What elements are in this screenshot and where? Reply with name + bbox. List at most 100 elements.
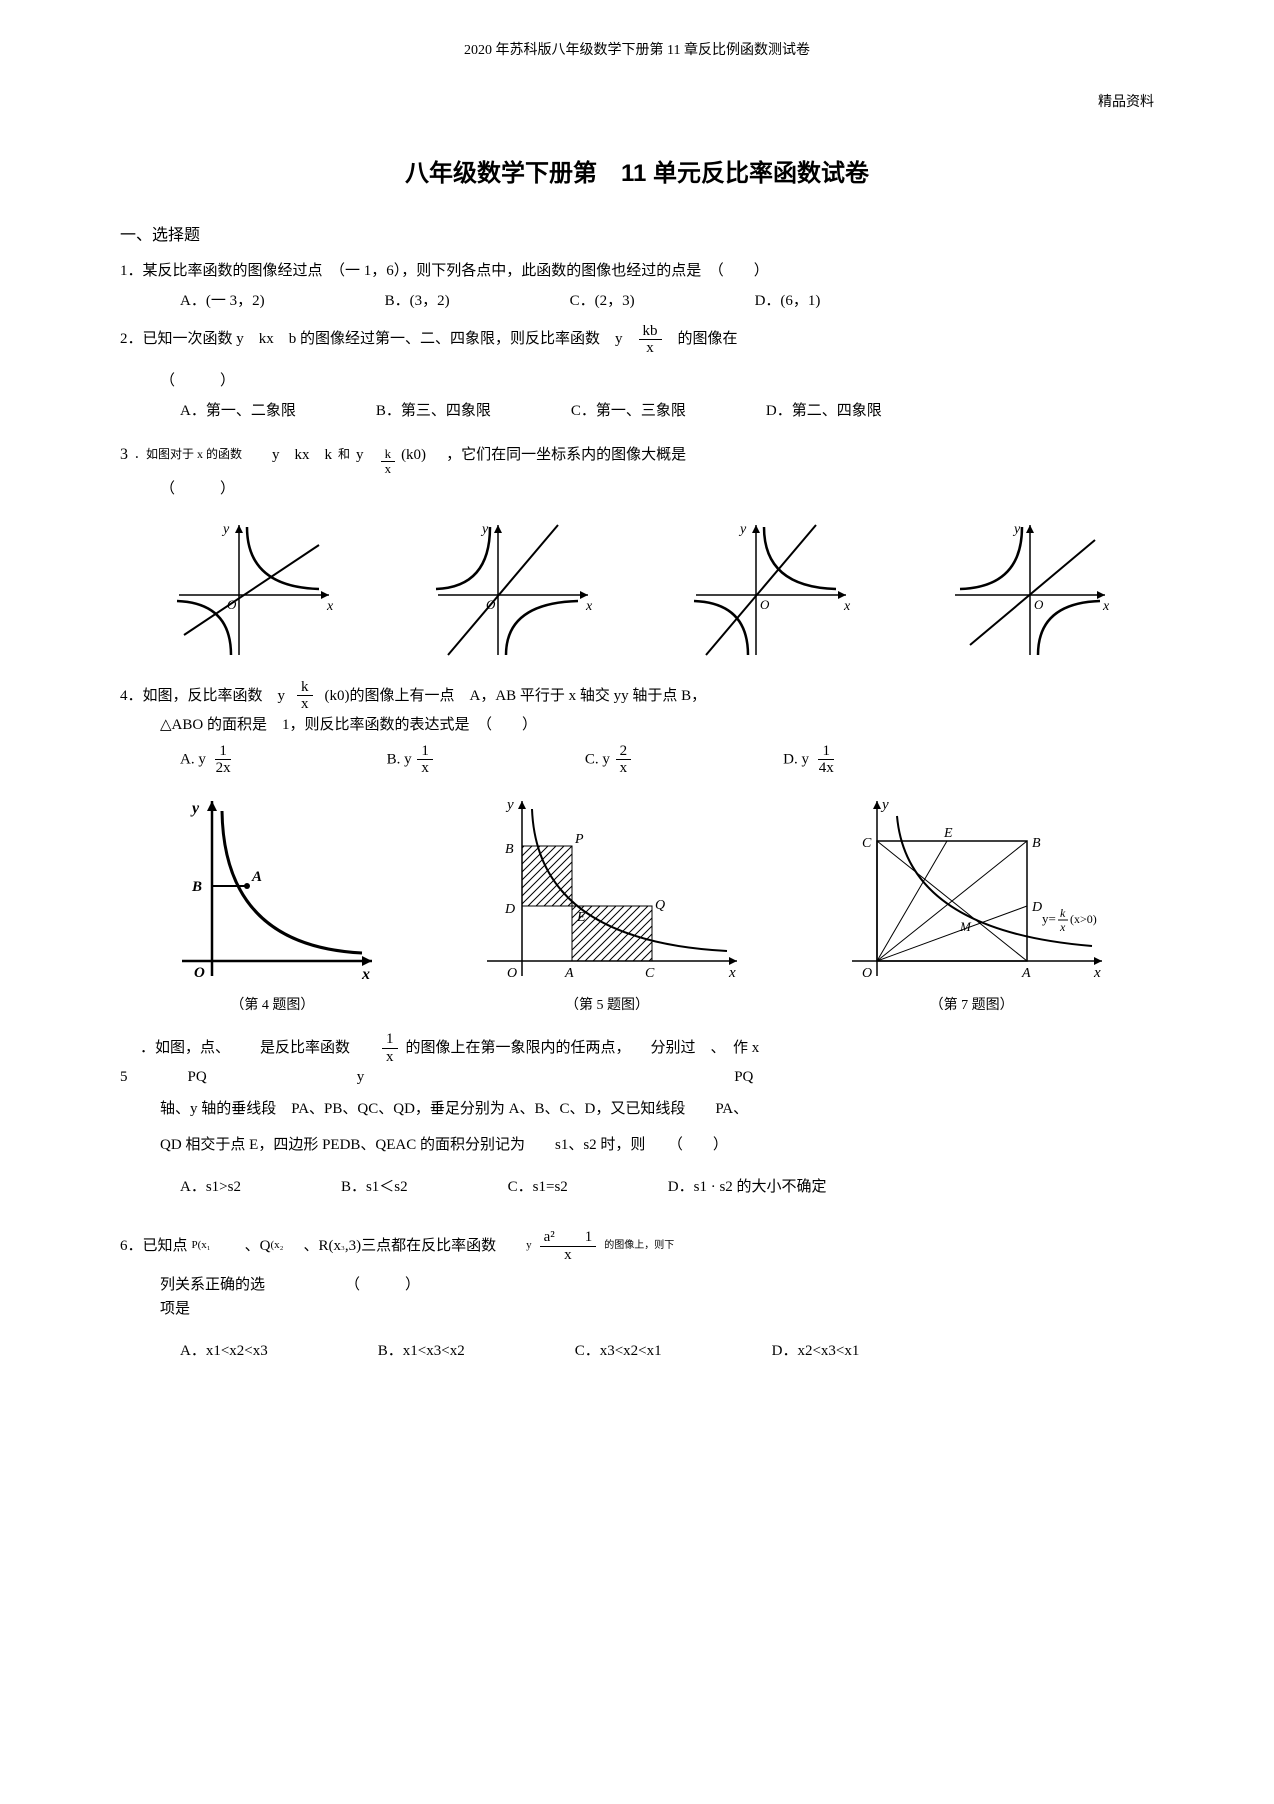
q3-expr2: y (356, 443, 379, 467)
svg-text:B: B (191, 879, 202, 895)
q6-l2: 列关系正确的选 项是 (160, 1273, 265, 1321)
q3-figures: x y O x y O x y O (120, 515, 1154, 665)
q6-paren: （ ） (345, 1273, 420, 1297)
q6-r: 、R(x (303, 1234, 341, 1258)
q3-graph-c: x y O (676, 515, 856, 665)
svg-text:P: P (574, 832, 584, 847)
svg-text:D: D (1031, 900, 1042, 915)
q4-a-label: A. y (180, 751, 206, 767)
q5-fraction: 1 x (382, 1031, 398, 1065)
q3-graph-d: x y O (935, 515, 1115, 665)
svg-text:D: D (504, 902, 515, 917)
q5-opt-a: A．s1>s2 (180, 1175, 241, 1199)
q5-pq1: PQ (188, 1065, 207, 1089)
q5-num: 5 (120, 1065, 128, 1089)
q3-frac-den: x (381, 462, 396, 476)
svg-text:y: y (505, 797, 514, 813)
q6-opt-d: D．x2<x3<x1 (772, 1339, 860, 1363)
svg-text:x: x (728, 965, 736, 981)
svg-text:y=: y= (1042, 911, 1056, 926)
q4-c-label: C. y (585, 751, 610, 767)
q4-d-num: 1 (818, 743, 834, 761)
q6-opt-a: A．x1<x2<x3 (180, 1339, 268, 1363)
page-header: 2020 年苏科版八年级数学下册第 11 章反比例函数测试卷 (120, 40, 1154, 62)
svg-text:O: O (194, 965, 205, 981)
svg-text:x: x (1093, 965, 1101, 981)
svg-text:B: B (505, 842, 514, 857)
fig-q7: x y O C E B D M A y= k (832, 791, 1112, 991)
q6-opt-b: B．x1<x3<x2 (378, 1339, 465, 1363)
q4-opt-d: D. y 14x (783, 743, 840, 777)
svg-text:y: y (880, 797, 889, 813)
svg-text:x: x (1059, 920, 1066, 934)
q4-b-label: B. y (387, 751, 412, 767)
svg-text:E: E (943, 826, 953, 841)
q2-stem-b: 的图像在 (678, 327, 738, 351)
q1-opt-c: C．(2，3) (570, 289, 635, 313)
q3-num: 3 (120, 442, 128, 468)
q3-frac-k: k (381, 447, 396, 462)
q3-sub: ．如图对于 x 的函数 (134, 445, 242, 464)
q2-stem-a: 2．已知一次函数 y kx b 的图像经过第一、二、四象限，则反比率函数 y (120, 327, 623, 351)
q3-fraction: k x (381, 433, 396, 477)
q6-fraction: a² 1 x (540, 1229, 597, 1263)
q5-opt-d: D．s1 · s2 的大小不确定 (668, 1175, 827, 1199)
q5-opt-c: C．s1=s2 (508, 1175, 568, 1199)
q5-frac-den: x (382, 1049, 398, 1066)
q3-and: 和 (338, 445, 350, 464)
q5-frac-num: 1 (382, 1031, 398, 1049)
q5-l1d: 分别过 、 作 x (651, 1036, 760, 1060)
svg-text:y: y (738, 522, 747, 537)
q4-frac-num: k (297, 679, 313, 697)
svg-text:E: E (576, 910, 586, 925)
q4-line2: △ABO 的面积是 1，则反比率函数的表达式是 （ ） (160, 713, 1154, 737)
q4-opt-c: C. y 2x (585, 743, 633, 777)
q3-graph-a: x y O (159, 515, 339, 665)
q1-opt-a: A．(一 3，2) (180, 289, 265, 313)
q3-kcond: (k0) (401, 443, 426, 467)
q5-y: y (357, 1065, 365, 1089)
q6-tail: 的图像上，则下 (604, 1238, 674, 1254)
q1-opt-b: B．(3，2) (385, 289, 450, 313)
q1-opt-d: D．(6，1) (755, 289, 821, 313)
svg-text:O: O (862, 966, 872, 981)
q6-three: ,3)三点都在反比率函数 (345, 1234, 496, 1258)
svg-text:y: y (480, 522, 489, 537)
q3-tail: ，它们在同一坐标系内的图像大概是 (446, 443, 686, 467)
q4-frac-den: x (297, 696, 313, 713)
fig4-caption: （第 4 题图） (162, 995, 382, 1017)
svg-text:y: y (1012, 522, 1021, 537)
q3-graph-b: x y O (418, 515, 598, 665)
q2-paren: （ ） (160, 369, 1154, 393)
svg-text:y: y (221, 522, 230, 537)
q6-stem-a: 6．已知点 (120, 1234, 188, 1258)
q4-d-den: 4x (815, 760, 838, 777)
q5-opt-b: B．s1＜s2 (341, 1175, 408, 1199)
q2-fraction: kb x (639, 323, 662, 357)
q6-opt-c: C．x3<x2<x1 (575, 1339, 662, 1363)
q4-b-den: x (417, 760, 433, 777)
q2-opt-d: D．第二、四象限 (766, 399, 882, 423)
svg-text:O: O (760, 597, 770, 612)
q4-c-num: 2 (616, 743, 632, 761)
figures-row-457: x y O A B （第 4 题图） (120, 791, 1154, 1017)
q5-l1b: 是反比率函数 (260, 1036, 350, 1060)
svg-text:(x>0): (x>0) (1070, 912, 1097, 926)
svg-text:Q: Q (655, 898, 665, 913)
q2-opt-c: C．第一、三象限 (571, 399, 686, 423)
page-title: 八年级数学下册第 11 单元反比率函数试卷 (120, 155, 1154, 193)
svg-text:M: M (959, 919, 972, 934)
q6-q: 、Q (245, 1234, 271, 1258)
svg-text:y: y (190, 800, 200, 817)
q3-expr1: y kx k (272, 443, 332, 467)
q5-l3: QD 相交于点 E，四边形 PEDB、QEAC 的面积分别记为 s1、s2 时，… (160, 1133, 1154, 1157)
q4-stem-b: (k0)的图像上有一点 A，AB 平行于 x 轴交 yy 轴于点 B， (325, 684, 707, 708)
q2-frac-den: x (642, 340, 658, 357)
q4-d-label: D. y (783, 751, 809, 767)
svg-text:x: x (1102, 599, 1110, 614)
question-4: 4．如图，反比率函数 y k x (k0)的图像上有一点 A，AB 平行于 x … (120, 679, 1154, 777)
svg-text:A: A (564, 966, 574, 981)
fig-q4: x y O A B (162, 791, 382, 991)
q5-l1a: ．如图，点、 (140, 1036, 230, 1060)
q4-fraction: k x (297, 679, 313, 713)
